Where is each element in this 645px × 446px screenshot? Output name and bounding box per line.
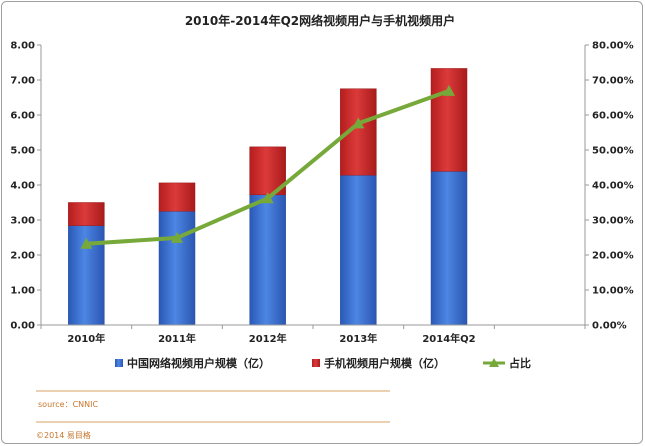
marker-share-4 [443,84,455,96]
bar-mobile-video-users-4 [430,68,468,172]
legend-marker-share [489,358,499,367]
y-tick-label-right-8: 80.00% [592,41,634,52]
y-tick-label-left-8: 8.00 [10,41,35,52]
marker-share-1 [171,231,183,243]
y-tick-label-right-2: 20.00% [592,251,634,262]
marker-share-0 [80,237,93,249]
y-tick-label-right-0: 0.00% [592,321,627,332]
y-tick-label-left-3: 3.00 [10,216,35,227]
plot-area [68,68,468,326]
source-note: source：CNNIC [38,400,98,409]
y-tick-label-left-0: 0.00 [10,321,35,332]
axes: 0.00 1.00 2.00 3.00 4.00 5.00 6.00 7.00 8.00 0.00… [10,41,633,346]
x-tick-label-3: 2013年 [339,332,377,345]
y-tick-label-right-1: 10.00% [592,286,634,297]
y-tick-label-right-6: 60.00% [592,111,634,122]
x-tick-label-2: 2012年 [249,332,287,345]
x-tick-label-1: 2011年 [158,332,196,345]
legend-swatch-internet-video-users [115,359,123,367]
legend-swatch-mobile-video-users [312,359,320,367]
bar-internet-video-users-1 [158,211,196,326]
y-tick-label-left-1: 1.00 [10,286,35,297]
y-tick-label-left-5: 5.00 [10,146,35,157]
y-tick-label-right-4: 40.00% [592,181,634,192]
copyright-note: ©2014 易目格 [36,430,91,440]
marker-share-2 [261,192,274,204]
y-tick-label-right-5: 50.00% [592,146,634,157]
legend-label-internet-video-users: 中国网络视频用户规模（亿） [127,356,270,370]
marker-share-3 [352,117,365,129]
bar-internet-video-users-2 [249,194,286,326]
bar-mobile-video-users-1 [158,182,196,212]
y-tick-label-right-3: 30.00% [592,216,634,227]
y-tick-label-left-7: 7.00 [10,76,35,87]
y-tick-label-left-2: 2.00 [10,251,35,262]
legend-label-share: 占比 [509,356,531,370]
bar-internet-video-users-4 [430,171,468,326]
x-tick-label-0: 2010年 [67,332,105,345]
y-tick-label-left-6: 6.00 [10,111,35,122]
legend: 中国网络视频用户规模（亿） 手机视频用户规模（亿） 占比 [115,356,531,370]
legend-label-mobile-video-users: 手机视频用户规模（亿） [324,356,445,370]
chart-title: 2010年-2014年Q2网络视频用户与手机视频用户 [185,13,455,28]
y-tick-label-left-4: 4.00 [10,181,35,192]
bar-mobile-video-users-0 [68,202,105,226]
x-tick-label-4: 2014年Q2 [422,332,475,345]
bar-internet-video-users-3 [340,174,377,326]
y-tick-label-right-7: 70.00% [592,76,634,87]
